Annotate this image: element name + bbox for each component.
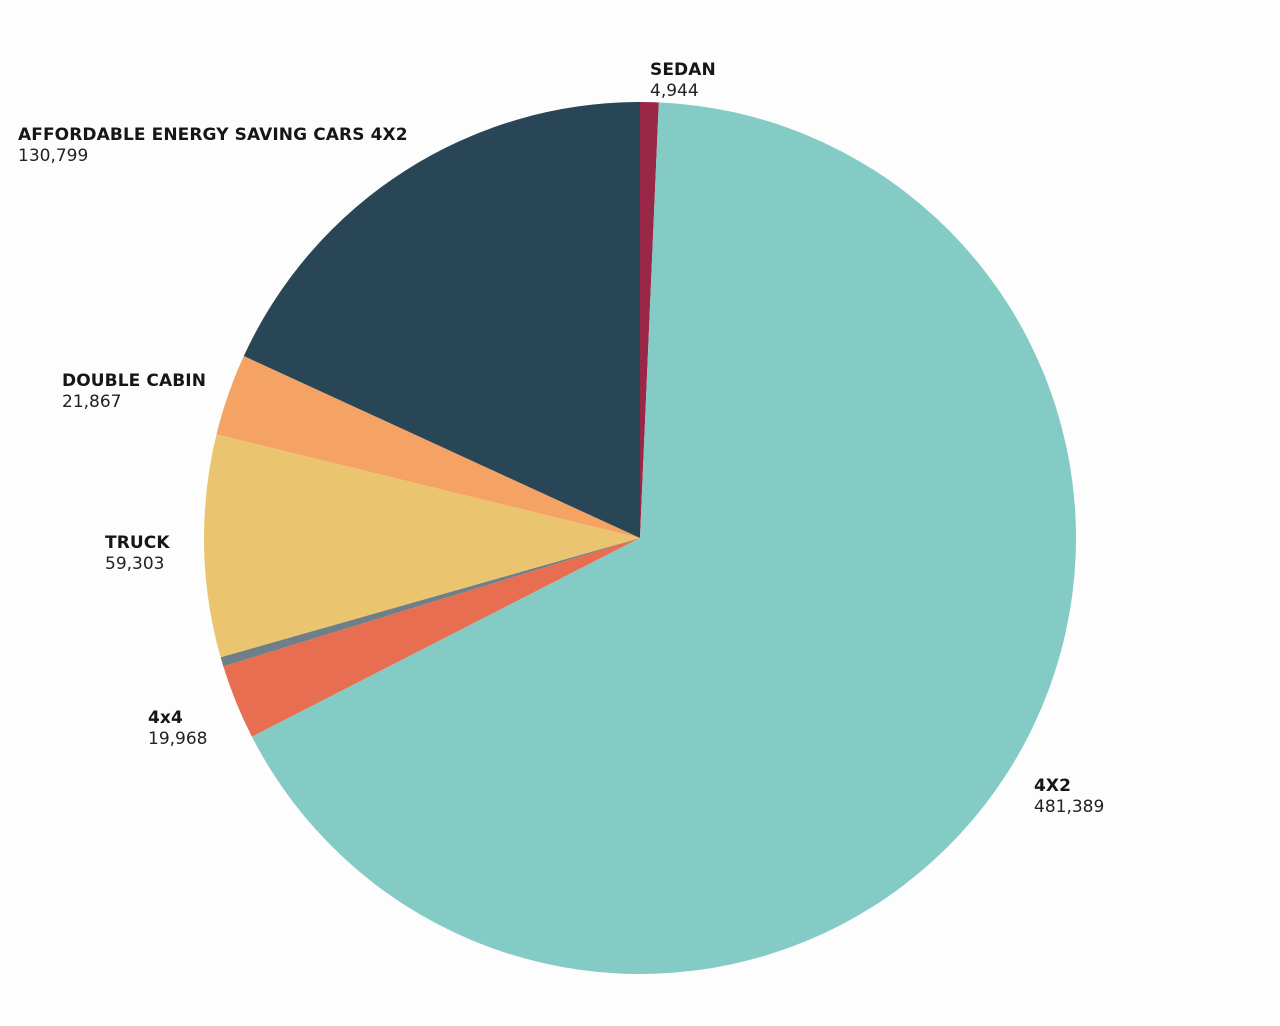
slice-value: 19,968 [148,729,208,749]
slice-name: 4X2 [1034,776,1072,796]
slice-value: 4,944 [650,81,699,101]
slice-value: 21,867 [62,392,122,412]
pie-slice-affordable-energy-saving-cars-4x2 [243,101,641,538]
slice-value: 130,799 [18,146,89,166]
slice-name: TRUCK [105,533,170,553]
label-sedan: SEDAN 4,944 [650,60,716,102]
slice-name: AFFORDABLE ENERGY SAVING CARS 4X2 [18,125,408,145]
pie-slice-other [220,538,640,667]
pie-slice-sedan [640,101,659,539]
pie-slice-4x4 [223,538,640,737]
label-double-cabin: DOUBLE CABIN 21,867 [62,371,206,413]
pie-slice-truck [203,434,640,658]
label-affordable-energy-saving-cars: AFFORDABLE ENERGY SAVING CARS 4X2 130,79… [18,125,408,167]
pie-slice-4x2 [251,102,1076,974]
slice-name: 4x4 [148,708,183,728]
slice-value: 59,303 [105,554,165,574]
label-4x2: 4X2 481,389 [1034,776,1104,818]
label-4x4: 4x4 19,968 [148,708,207,750]
label-truck: TRUCK 59,303 [105,533,170,575]
slice-name: SEDAN [650,60,716,80]
pie-slice-double-cabin [216,356,641,538]
slice-name: DOUBLE CABIN [62,371,207,391]
slice-value: 481,389 [1034,797,1105,817]
